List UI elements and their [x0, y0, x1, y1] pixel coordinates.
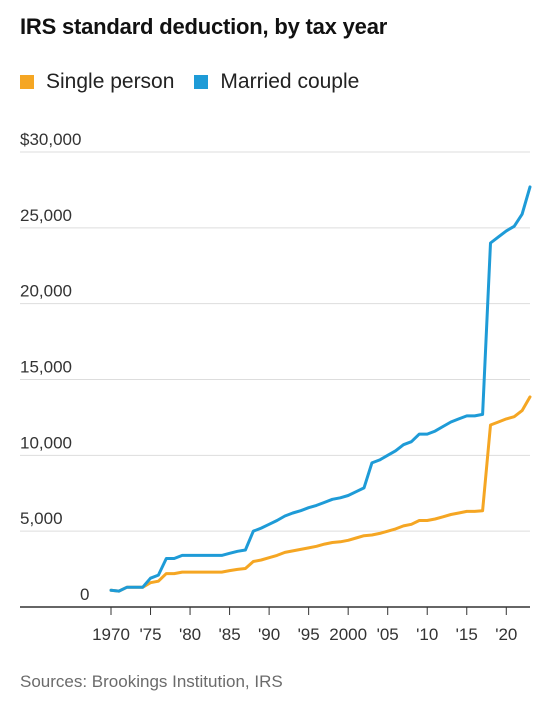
- legend-item-single: Single person: [20, 70, 174, 94]
- legend-label-single: Single person: [46, 70, 175, 93]
- legend: Single person Married couple: [20, 70, 379, 94]
- grid-layer: [20, 151, 530, 608]
- y-tick-label: 20,000: [20, 282, 72, 301]
- y-tick-label: 0: [80, 585, 89, 604]
- legend-label-married: Married couple: [220, 70, 360, 93]
- series-layer: [109, 185, 532, 593]
- y-tick-label: $30,000: [20, 130, 81, 149]
- chart-title: IRS standard deduction, by tax year: [20, 14, 388, 39]
- y-tick-label: 10,000: [20, 433, 72, 452]
- line-chart: 0 5,000 10,000 15,000 20,000 25,000 $30,000 19…: [20, 130, 532, 644]
- x-tick-label: '10: [416, 625, 438, 644]
- x-tick-label: '85: [219, 625, 241, 644]
- y-tick-label: 15,000: [20, 358, 72, 377]
- series-line-married: [109, 185, 532, 593]
- legend-swatch-single: [20, 75, 34, 89]
- y-tick-label: 25,000: [20, 206, 72, 225]
- x-tick-label: '05: [377, 625, 399, 644]
- series-line-single: [109, 395, 532, 593]
- x-tick-label: '95: [298, 625, 320, 644]
- y-axis-labels: 0 5,000 10,000 15,000 20,000 25,000 $30,000: [20, 130, 89, 604]
- x-tick-label: '15: [456, 625, 478, 644]
- x-tick-label: '20: [495, 625, 517, 644]
- legend-item-married: Married couple: [194, 70, 359, 94]
- y-tick-label: 5,000: [20, 509, 63, 528]
- x-tick-label: '75: [139, 625, 161, 644]
- x-axis-ticks: 1970 '75 '80 '85 '90 '95 2000 '05 '10 '15 '20: [92, 607, 517, 644]
- legend-swatch-married: [194, 75, 209, 89]
- x-tick-label: '90: [258, 625, 280, 644]
- source-note: Sources: Brookings Institution, IRS: [20, 672, 283, 691]
- x-tick-label: 1970: [92, 625, 130, 644]
- x-tick-label: 2000: [329, 625, 367, 644]
- x-tick-label: '80: [179, 625, 201, 644]
